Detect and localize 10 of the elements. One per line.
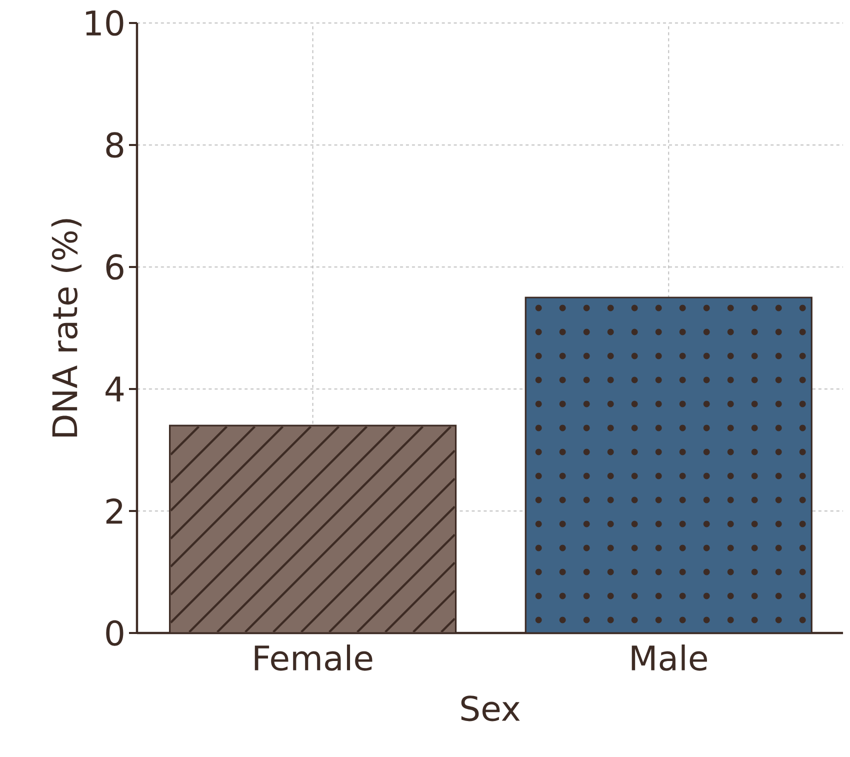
- y-tick-label: 2: [106, 498, 122, 524]
- x-axis-title: Sex: [461, 696, 520, 722]
- y-tick-label: 6: [106, 254, 124, 280]
- y-tick-label: 8: [106, 132, 124, 158]
- y-tick-label: 0: [106, 620, 124, 646]
- x-tick-label: Female: [254, 644, 372, 671]
- y-tick-label: 10: [86, 10, 124, 36]
- y-tick-label: 4: [106, 376, 124, 402]
- y-axis-title: DNA rate (%): [51, 219, 82, 436]
- x-tick-label: Male: [632, 644, 707, 671]
